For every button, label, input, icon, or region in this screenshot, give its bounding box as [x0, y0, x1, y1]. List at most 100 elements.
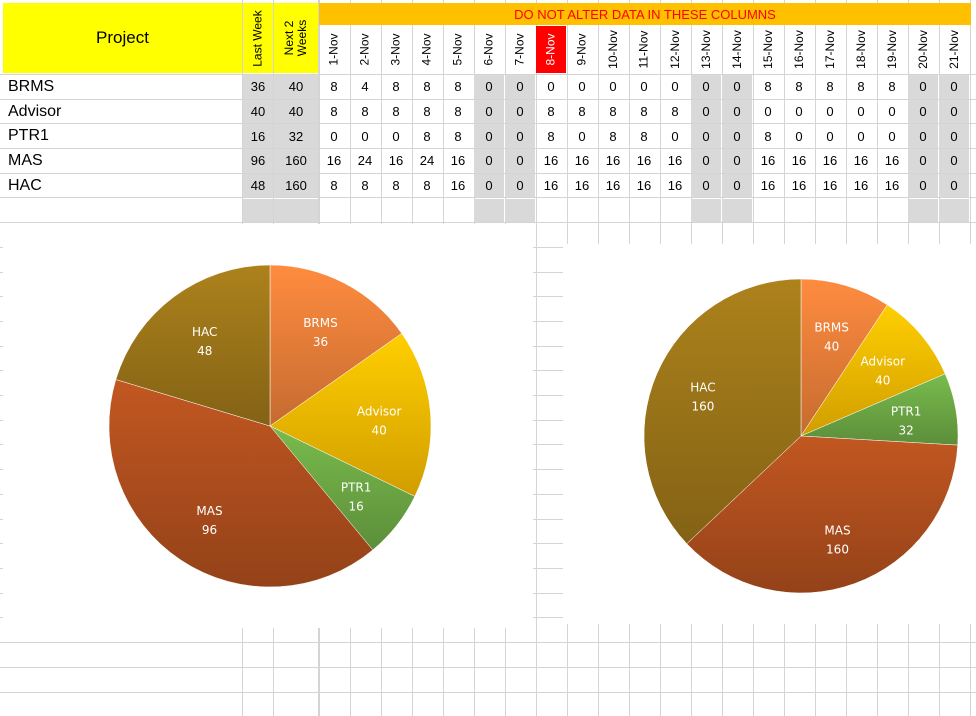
- day-hours-cell[interactable]: 0: [722, 124, 752, 149]
- day-hours-cell[interactable]: 0: [474, 75, 504, 99]
- date-header-6-nov[interactable]: 6-Nov: [474, 26, 504, 73]
- day-hours-cell[interactable]: 8: [795, 79, 803, 95]
- day-hours-cell[interactable]: 0: [857, 104, 865, 120]
- day-hours-cell[interactable]: 8: [392, 178, 400, 194]
- day-hours-cell[interactable]: 16: [450, 153, 466, 169]
- day-hours-cell[interactable]: 16: [543, 178, 559, 194]
- day-hours-cell[interactable]: 0: [474, 99, 504, 124]
- day-hours-cell[interactable]: 0: [640, 79, 648, 95]
- date-header-1-nov[interactable]: 1-Nov: [319, 26, 349, 73]
- day-hours-cell[interactable]: 0: [888, 104, 896, 120]
- day-hours-cell[interactable]: 0: [671, 79, 679, 95]
- date-header-7-nov[interactable]: 7-Nov: [505, 26, 535, 73]
- day-hours-cell[interactable]: 0: [330, 128, 338, 144]
- pie-slice-advisor[interactable]: [269, 333, 432, 497]
- day-hours-cell[interactable]: 8: [423, 178, 431, 194]
- day-hours-cell[interactable]: 16: [884, 178, 900, 194]
- day-hours-cell[interactable]: 0: [857, 128, 865, 144]
- project-column-header[interactable]: Project: [3, 3, 242, 73]
- next-2-weeks-cell[interactable]: 40: [274, 99, 318, 124]
- day-hours-cell[interactable]: 8: [392, 104, 400, 120]
- day-hours-cell[interactable]: 8: [671, 104, 679, 120]
- day-hours-cell[interactable]: 0: [691, 124, 721, 149]
- day-hours-cell[interactable]: 16: [760, 153, 776, 169]
- date-header-12-nov[interactable]: 12-Nov: [660, 26, 690, 73]
- project-name-cell[interactable]: PTR1: [8, 127, 49, 145]
- pie-slice-brms[interactable]: [800, 278, 888, 437]
- day-hours-cell[interactable]: 8: [392, 79, 400, 95]
- day-hours-cell[interactable]: 16: [853, 153, 869, 169]
- day-hours-cell[interactable]: 8: [330, 104, 338, 120]
- day-hours-cell[interactable]: 8: [330, 79, 338, 95]
- day-hours-cell[interactable]: 0: [722, 149, 752, 173]
- day-hours-cell[interactable]: 0: [578, 128, 586, 144]
- day-hours-cell[interactable]: 8: [764, 79, 772, 95]
- day-hours-cell[interactable]: 16: [388, 153, 404, 169]
- empty-shaded-cell[interactable]: [274, 198, 318, 223]
- empty-shaded-cell[interactable]: [908, 198, 938, 223]
- day-hours-cell[interactable]: 4: [361, 79, 369, 95]
- day-hours-cell[interactable]: 0: [722, 173, 752, 198]
- day-hours-cell[interactable]: 0: [609, 79, 617, 95]
- day-hours-cell[interactable]: 16: [605, 178, 621, 194]
- empty-shaded-cell[interactable]: [691, 198, 721, 223]
- day-hours-cell[interactable]: 8: [609, 128, 617, 144]
- day-hours-cell[interactable]: 16: [760, 178, 776, 194]
- day-hours-cell[interactable]: 0: [505, 173, 535, 198]
- day-hours-cell[interactable]: 0: [764, 104, 772, 120]
- empty-shaded-cell[interactable]: [939, 198, 969, 223]
- day-hours-cell[interactable]: 0: [691, 75, 721, 99]
- notice-banner[interactable]: DO NOT ALTER DATA IN THESE COLUMNS: [319, 3, 971, 25]
- date-header-10-nov[interactable]: 10-Nov: [598, 26, 628, 73]
- day-hours-cell[interactable]: 0: [392, 128, 400, 144]
- day-hours-cell[interactable]: 0: [939, 99, 969, 124]
- day-hours-cell[interactable]: 0: [795, 128, 803, 144]
- day-hours-cell[interactable]: 0: [722, 99, 752, 124]
- day-hours-cell[interactable]: 0: [691, 99, 721, 124]
- day-hours-cell[interactable]: 24: [419, 153, 435, 169]
- last-week-cell[interactable]: 16: [243, 124, 273, 149]
- day-hours-cell[interactable]: 16: [543, 153, 559, 169]
- date-header-16-nov[interactable]: 16-Nov: [784, 26, 814, 73]
- day-hours-cell[interactable]: 0: [939, 124, 969, 149]
- date-header-19-nov[interactable]: 19-Nov: [877, 26, 907, 73]
- last-week-cell[interactable]: 36: [243, 75, 273, 99]
- date-header-20-nov[interactable]: 20-Nov: [908, 26, 938, 73]
- day-hours-cell[interactable]: 0: [722, 75, 752, 99]
- day-hours-cell[interactable]: 16: [822, 153, 838, 169]
- empty-shaded-cell[interactable]: [505, 198, 535, 223]
- pie-slice-hac[interactable]: [115, 264, 271, 427]
- date-header-8-nov[interactable]: 8-Nov: [536, 26, 566, 73]
- day-hours-cell[interactable]: 8: [454, 104, 462, 120]
- date-header-18-nov[interactable]: 18-Nov: [846, 26, 876, 73]
- day-hours-cell[interactable]: 0: [908, 149, 938, 173]
- day-hours-cell[interactable]: 0: [474, 173, 504, 198]
- day-hours-cell[interactable]: 0: [939, 149, 969, 173]
- day-hours-cell[interactable]: 16: [667, 178, 683, 194]
- day-hours-cell[interactable]: 8: [361, 178, 369, 194]
- last-week-cell[interactable]: 96: [243, 149, 273, 173]
- day-hours-cell[interactable]: 0: [939, 173, 969, 198]
- last-week-cell[interactable]: 48: [243, 173, 273, 198]
- date-header-13-nov[interactable]: 13-Nov: [691, 26, 721, 73]
- day-hours-cell[interactable]: 8: [547, 128, 555, 144]
- day-hours-cell[interactable]: 16: [450, 178, 466, 194]
- date-header-15-nov[interactable]: 15-Nov: [753, 26, 783, 73]
- day-hours-cell[interactable]: 0: [547, 79, 555, 95]
- day-hours-cell[interactable]: 8: [826, 79, 834, 95]
- project-name-cell[interactable]: HAC: [8, 176, 42, 194]
- day-hours-cell[interactable]: 8: [454, 128, 462, 144]
- date-header-4-nov[interactable]: 4-Nov: [412, 26, 442, 73]
- day-hours-cell[interactable]: 8: [330, 178, 338, 194]
- day-hours-cell[interactable]: 0: [505, 124, 535, 149]
- date-header-5-nov[interactable]: 5-Nov: [443, 26, 473, 73]
- last-week-pie-chart[interactable]: BRMS 36 Advisor 40 PTR1 16 MAS 96 HAC 48: [3, 224, 533, 628]
- pie-slice-mas[interactable]: [108, 379, 374, 588]
- day-hours-cell[interactable]: 8: [764, 128, 772, 144]
- day-hours-cell[interactable]: 8: [640, 104, 648, 120]
- day-hours-cell[interactable]: 0: [908, 75, 938, 99]
- empty-shaded-cell[interactable]: [243, 198, 273, 223]
- day-hours-cell[interactable]: 16: [574, 153, 590, 169]
- next-2-weeks-cell[interactable]: 160: [274, 173, 318, 198]
- day-hours-cell[interactable]: 8: [578, 104, 586, 120]
